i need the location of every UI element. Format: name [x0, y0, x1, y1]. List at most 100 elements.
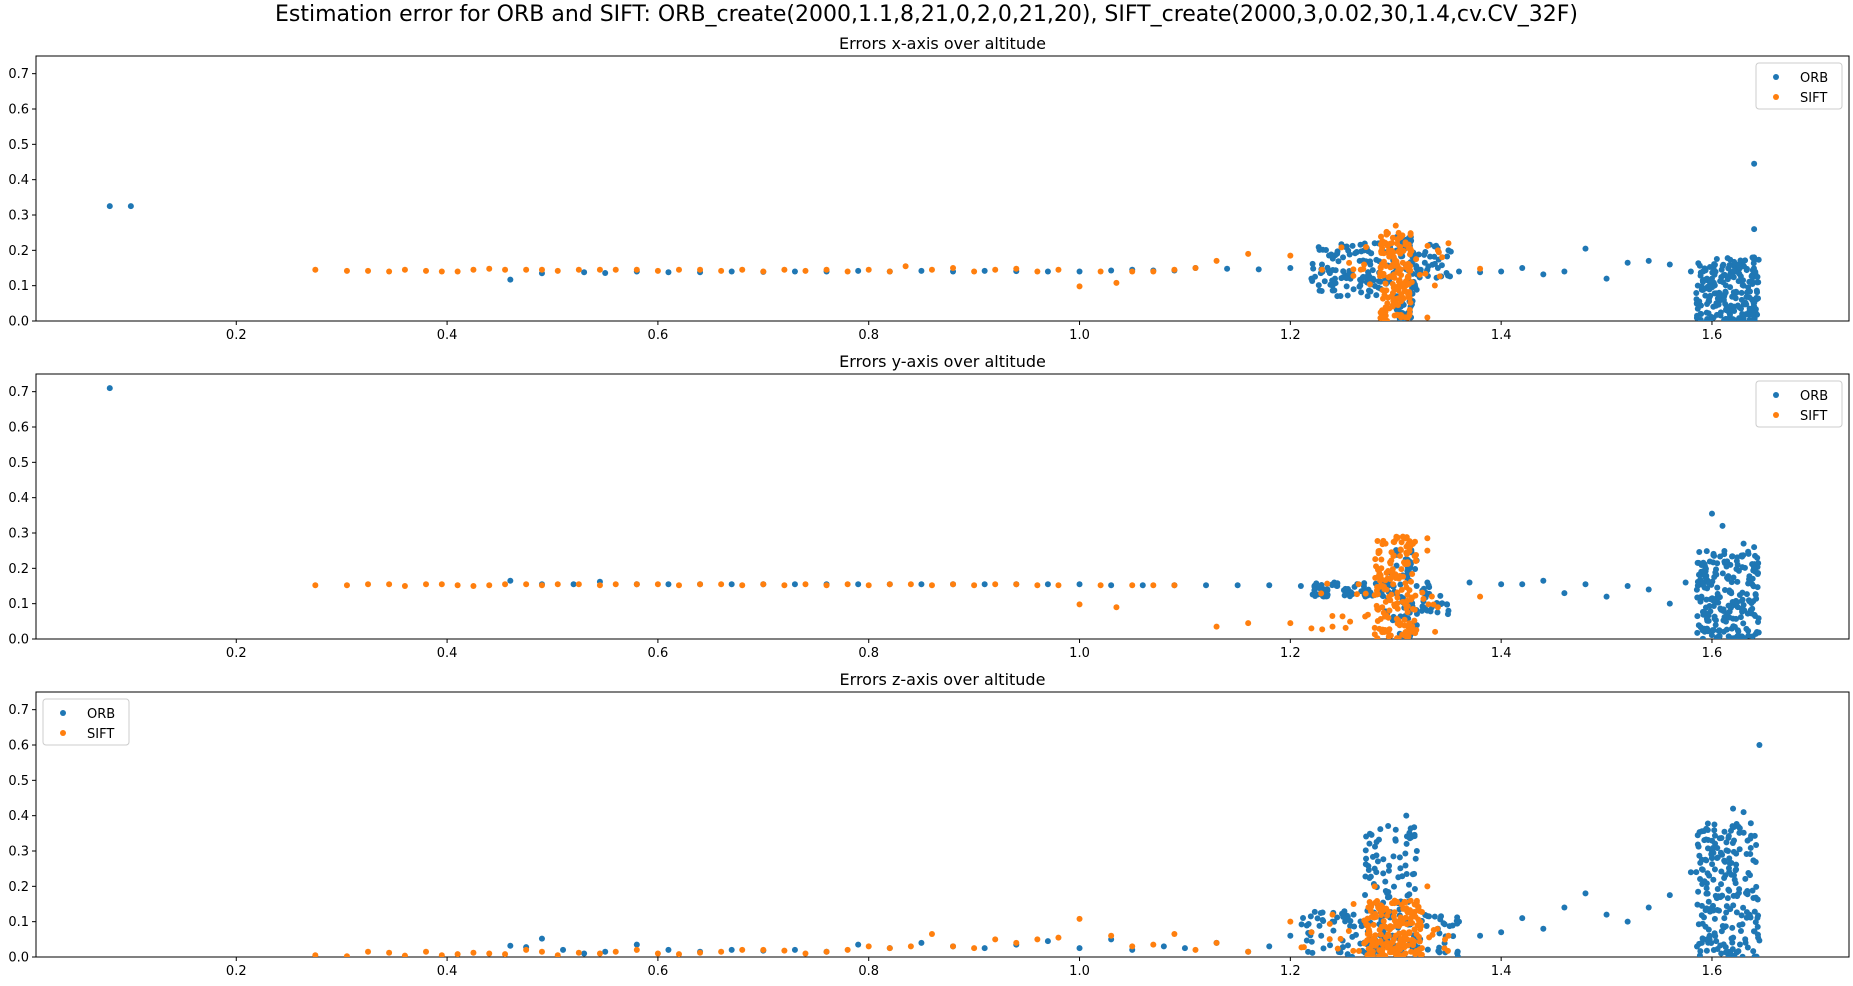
data-point-orb — [1733, 909, 1740, 916]
data-point-sift — [1441, 945, 1448, 952]
data-point-orb — [1751, 544, 1758, 551]
data-point-orb — [1466, 579, 1473, 586]
data-point-sift — [1337, 935, 1344, 942]
data-point-orb — [1309, 949, 1316, 956]
data-point-sift — [802, 581, 809, 588]
data-point-orb — [1603, 593, 1610, 600]
data-point-orb — [1711, 827, 1718, 834]
data-point-sift — [654, 267, 661, 274]
data-point-orb — [1734, 578, 1741, 585]
data-point-orb — [1392, 837, 1399, 844]
data-point-orb — [1747, 835, 1754, 842]
data-point-sift — [1213, 939, 1220, 946]
data-point-orb — [1582, 245, 1589, 252]
data-point-orb — [1743, 265, 1750, 272]
data-point-orb — [1711, 930, 1718, 937]
data-point-orb — [1753, 287, 1760, 294]
data-point-sift — [1372, 914, 1379, 921]
data-point-orb — [1314, 915, 1321, 922]
data-point-orb — [1736, 941, 1743, 948]
series-sift — [312, 533, 1484, 639]
data-point-sift — [1405, 272, 1412, 279]
data-point-orb — [1700, 268, 1707, 275]
data-point-orb — [1582, 890, 1589, 897]
data-point-sift — [1403, 603, 1410, 610]
data-point-orb — [791, 946, 798, 953]
data-point-orb — [1734, 891, 1741, 898]
data-point-orb — [1423, 923, 1430, 930]
x-tick-label: 0.6 — [648, 328, 669, 343]
data-point-orb — [1698, 902, 1705, 909]
data-point-orb — [1695, 888, 1702, 895]
data-point-orb — [1331, 287, 1338, 294]
data-point-orb — [1723, 909, 1730, 916]
data-point-sift — [992, 581, 999, 588]
data-point-orb — [1390, 883, 1397, 890]
data-point-sift — [1389, 239, 1396, 246]
axes-frame — [35, 373, 1850, 640]
data-point-orb — [1696, 952, 1703, 957]
data-point-sift — [1398, 539, 1405, 546]
data-point-orb — [1347, 918, 1354, 925]
data-point-sift — [633, 266, 640, 273]
data-point-sift — [1345, 927, 1352, 934]
data-point-sift — [1391, 909, 1398, 916]
data-point-orb — [1734, 554, 1741, 561]
data-point-orb — [1406, 891, 1413, 898]
data-point-sift — [1378, 923, 1385, 930]
data-point-sift — [1347, 618, 1354, 625]
data-point-sift — [1113, 279, 1120, 286]
data-point-sift — [1408, 948, 1415, 955]
data-point-sift — [1399, 259, 1406, 266]
data-point-sift — [386, 581, 393, 588]
data-point-sift — [1387, 560, 1394, 567]
data-point-orb — [1343, 283, 1350, 290]
data-point-orb — [1739, 953, 1746, 957]
data-point-sift — [1379, 287, 1386, 294]
data-point-orb — [1718, 950, 1725, 957]
data-point-orb — [1411, 870, 1418, 877]
data-point-sift — [844, 946, 851, 953]
data-point-sift — [1411, 938, 1418, 945]
y-tick-label: 0.2 — [8, 244, 29, 259]
series-sift — [312, 222, 1484, 321]
data-point-orb — [1392, 826, 1399, 833]
data-point-orb — [1321, 278, 1328, 285]
data-point-sift — [1399, 631, 1406, 638]
data-point-orb — [1438, 913, 1445, 920]
data-point-orb — [1386, 893, 1393, 900]
data-point-orb — [1412, 855, 1419, 862]
data-point-orb — [1356, 257, 1363, 264]
data-point-sift — [1395, 229, 1402, 236]
data-point-sift — [1350, 272, 1357, 279]
data-point-orb — [1703, 905, 1710, 912]
points-layer — [312, 742, 1763, 957]
data-point-orb — [1696, 852, 1703, 859]
data-point-orb — [1747, 844, 1754, 851]
x-tick-label: 1.6 — [1702, 328, 1723, 343]
data-point-sift — [454, 268, 461, 275]
data-point-sift — [633, 581, 640, 588]
data-point-orb — [1727, 635, 1734, 639]
data-point-sift — [1374, 591, 1381, 598]
y-tick-label: 0.6 — [8, 421, 29, 436]
data-point-orb — [1735, 261, 1742, 268]
data-point-sift — [1413, 931, 1420, 938]
data-point-orb — [1716, 633, 1723, 639]
legend-marker-orb — [1773, 392, 1779, 398]
data-point-orb — [855, 941, 862, 948]
data-point-orb — [1443, 269, 1450, 276]
data-point-orb — [1367, 873, 1374, 880]
data-point-sift — [1377, 572, 1384, 579]
legend-marker-orb — [1773, 74, 1779, 80]
data-point-orb — [1744, 610, 1751, 617]
data-point-sift — [1342, 624, 1349, 631]
data-point-sift — [423, 267, 430, 274]
data-point-orb — [1687, 869, 1694, 876]
x-tick-label: 1.2 — [1280, 646, 1301, 661]
data-point-orb — [1744, 944, 1751, 951]
data-point-orb — [1334, 914, 1341, 921]
data-point-orb — [1755, 256, 1762, 263]
data-point-sift — [1369, 938, 1376, 945]
data-point-orb — [1721, 587, 1728, 594]
